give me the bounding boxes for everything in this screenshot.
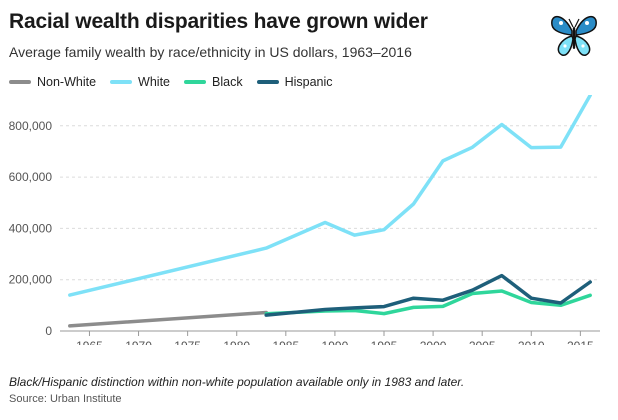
- axis-layer: 0 200,000 400,000 600,000 800,000 1965 1970 197…: [9, 119, 600, 345]
- grid-layer: [60, 125, 600, 281]
- x-tick-label: 2015: [567, 339, 594, 345]
- series-line-black: [264, 289, 592, 316]
- chart-subtitle: Average family wealth by race/ethnicity …: [9, 44, 412, 60]
- legend-label: White: [138, 75, 170, 89]
- series-layer: [68, 95, 592, 328]
- x-tick-label: 1980: [223, 339, 250, 345]
- series-line-white: [68, 95, 592, 297]
- x-tick-label: 2005: [469, 339, 496, 345]
- legend-swatch: [184, 80, 206, 84]
- legend-label: Black: [212, 75, 243, 89]
- legend-item: Non-White: [9, 75, 96, 89]
- x-tick-label: 2010: [518, 339, 545, 345]
- series-line-hispanic: [264, 273, 592, 317]
- y-tick-label: 0: [45, 324, 52, 338]
- chart-title: Racial wealth disparities have grown wid…: [9, 10, 428, 33]
- legend-label: Non-White: [37, 75, 97, 89]
- legend-item: White: [110, 75, 170, 89]
- legend-item: Black: [184, 75, 243, 89]
- x-tick-label: 1970: [125, 339, 152, 345]
- butterfly-logo-icon: [551, 16, 597, 56]
- x-tick-label: 1975: [174, 339, 201, 345]
- legend-item: Hispanic: [256, 75, 333, 89]
- x-tick-label: 1995: [371, 339, 398, 345]
- y-tick-label: 600,000: [9, 170, 53, 184]
- x-tick-label: 1985: [272, 339, 299, 345]
- x-tick-label: 2000: [420, 339, 447, 345]
- series-line-non-white: [68, 310, 268, 328]
- footnote: Black/Hispanic distinction within non-wh…: [9, 375, 465, 389]
- legend-swatch: [110, 80, 133, 84]
- legend-swatch: [9, 80, 31, 84]
- y-tick-label: 400,000: [9, 221, 53, 235]
- chart-legend: Non-White White Black Hispanic: [9, 75, 333, 89]
- legend-label: Hispanic: [284, 75, 333, 89]
- y-tick-label: 800,000: [9, 119, 53, 133]
- source-line: Source: Urban Institute: [9, 393, 122, 405]
- legend-swatch: [256, 80, 279, 84]
- line-chart: 0 200,000 400,000 600,000 800,000 1965 1970 197…: [9, 95, 600, 345]
- x-tick-label: 1990: [322, 339, 349, 345]
- x-tick-label: 1965: [76, 339, 103, 345]
- y-tick-label: 200,000: [9, 273, 53, 287]
